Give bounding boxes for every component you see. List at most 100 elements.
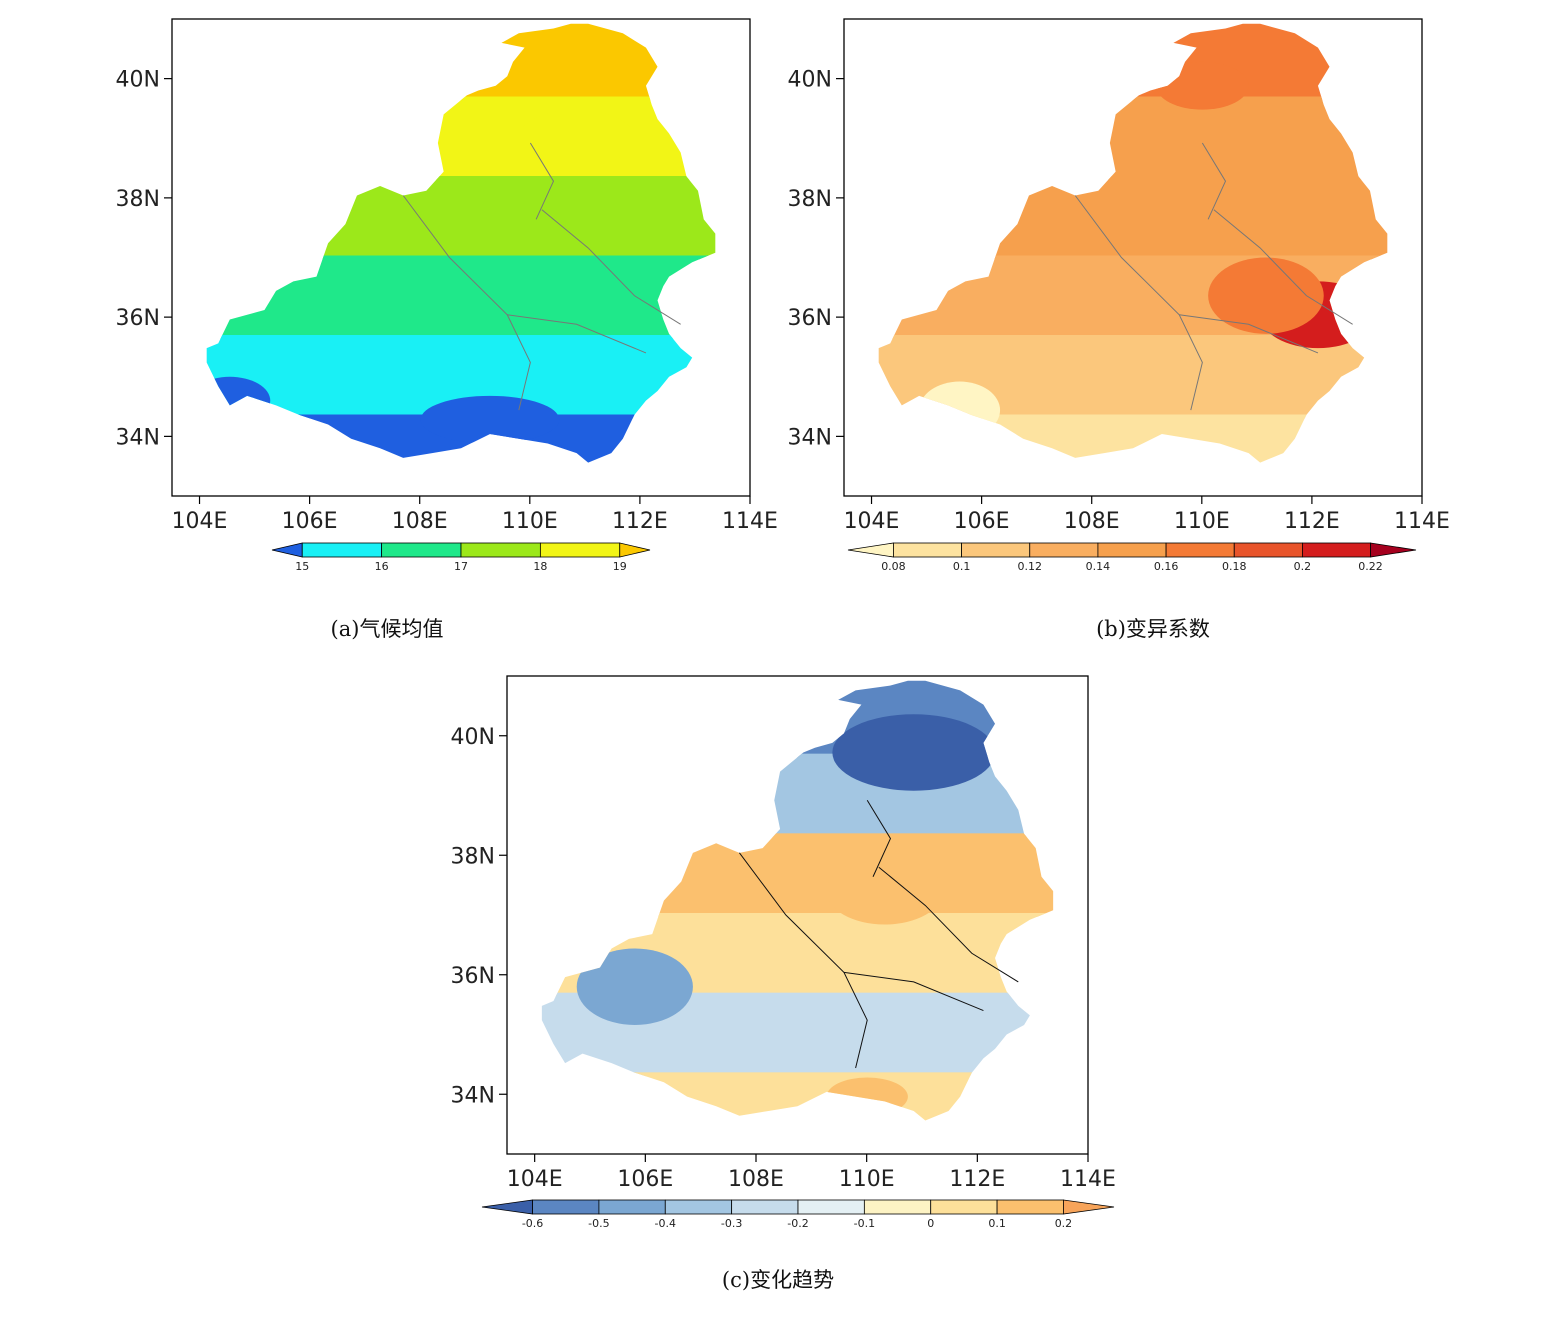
lat-tick-label: 38N [116, 187, 160, 212]
basin-boundary [529, 142, 555, 220]
map-fill-blob [826, 857, 943, 925]
lon-tick-label: 110E [1174, 509, 1230, 534]
map-fill-blob [518, 109, 635, 167]
colorbar-label: 0.2 [1055, 1217, 1073, 1230]
lat-tick-label: 40N [788, 68, 832, 93]
colorbar-segment [1097, 542, 1167, 558]
colorbar-label: 0.08 [881, 560, 906, 573]
lat-tick-label: 40N [116, 68, 160, 93]
colorbar-segment [930, 1199, 998, 1215]
basin-boundary [878, 866, 1019, 983]
colorbar: 15 16 17 18 19 [271, 542, 651, 573]
region-outline [542, 681, 1053, 1121]
lon-tick-label: 114E [1394, 509, 1450, 534]
colorbar-segment [381, 542, 462, 558]
lon-tick-label: 108E [1064, 509, 1120, 534]
colorbar-label: 18 [533, 560, 547, 573]
colorbar-min-arrow [847, 542, 894, 558]
region-outline [879, 24, 1388, 463]
colorbar-max-arrow [619, 542, 651, 558]
basin-boundary [1179, 314, 1319, 354]
colorbar-segment [1233, 542, 1303, 558]
colorbar-label: 16 [375, 560, 389, 573]
colorbar-label: -0.6 [522, 1217, 543, 1230]
lon-tick-label: 108E [728, 1167, 784, 1192]
lon-tick-label: 110E [502, 509, 558, 534]
colorbar-label: -0.4 [655, 1217, 676, 1230]
lon-tick-label: 112E [612, 509, 668, 534]
panel-caption: (c)变化趋势 [722, 1268, 834, 1292]
colorbar-segment [1302, 542, 1371, 558]
colorbar-label: 0.2 [1294, 560, 1312, 573]
lon-tick-label: 106E [282, 509, 338, 534]
colorbar-min-arrow [481, 1199, 533, 1215]
colorbar-label: 0 [927, 1217, 934, 1230]
colorbar-segment [664, 1199, 733, 1215]
lon-tick-label: 104E [507, 1167, 563, 1192]
colorbar: 0.08 0.1 0.12 0.14 0.16 0.18 0.2 0.22 [847, 542, 1417, 573]
map-fill-blob [1208, 257, 1324, 334]
lat-tick-label: 36N [788, 306, 832, 331]
colorbar-segment [532, 1199, 600, 1215]
colorbar-segment [893, 542, 963, 558]
map-fill-blob [832, 714, 996, 791]
colorbar-segment [996, 1199, 1064, 1215]
colorbar-label: 0.1 [953, 560, 971, 573]
colorbar-segment [301, 542, 383, 558]
colorbar-label: 0.16 [1154, 560, 1179, 573]
basin-boundary [843, 971, 984, 1012]
panel-caption: (a)气候均值 [331, 617, 444, 641]
basin-boundary [866, 800, 892, 877]
colorbar-segment [460, 542, 541, 558]
panel-c-trend-map: 40N 38N 36N 34N 104E 106E 108E 110E 112E 114E -0.6… [451, 675, 1116, 1292]
colorbar-label: 17 [454, 560, 468, 573]
colorbar-segment [598, 1199, 666, 1215]
colorbar-max-arrow [1063, 1199, 1115, 1215]
colorbar-label: -0.5 [588, 1217, 609, 1230]
lon-tick-label: 104E [844, 509, 900, 534]
lat-tick-label: 36N [451, 964, 495, 989]
map-fill-blob [420, 395, 560, 444]
colorbar-segment [1165, 542, 1235, 558]
basin-boundary [1213, 209, 1353, 325]
lat-tick-label: 34N [451, 1083, 495, 1108]
colorbar-segment [961, 542, 1031, 558]
colorbar-label: 0.1 [988, 1217, 1006, 1230]
colorbar-label: -0.3 [721, 1217, 742, 1230]
colorbar: -0.6 -0.5 -0.4 -0.3 -0.2 -0.1 0 0.1 0.2 [481, 1199, 1115, 1230]
panel-a-temperature-mean-map: 40N 38N 36N 34N 104E 106E 108E 110E 112E 114E 15 16… [116, 18, 778, 641]
lat-tick-label: 34N [116, 425, 160, 450]
lon-tick-label: 112E [949, 1167, 1005, 1192]
colorbar-segment [539, 542, 621, 558]
lat-tick-label: 34N [788, 425, 832, 450]
colorbar-label: -0.2 [787, 1217, 808, 1230]
colorbar-label: 15 [295, 560, 309, 573]
colorbar-label: 0.12 [1018, 560, 1043, 573]
colorbar-label: -0.1 [854, 1217, 875, 1230]
basin-boundary [541, 209, 681, 325]
lon-tick-label: 110E [839, 1167, 895, 1192]
lon-tick-label: 106E [617, 1167, 673, 1192]
panel-caption: (b)变异系数 [1096, 617, 1210, 641]
region-outline [207, 24, 716, 463]
colorbar-segment [1029, 542, 1099, 558]
lat-tick-label: 38N [451, 844, 495, 869]
colorbar-max-arrow [1370, 542, 1417, 558]
basin-boundary [507, 314, 647, 354]
lon-tick-label: 112E [1284, 509, 1340, 534]
colorbar-segment [731, 1199, 799, 1215]
colorbar-label: 0.14 [1086, 560, 1111, 573]
lon-tick-label: 108E [392, 509, 448, 534]
colorbar-label: 19 [613, 560, 627, 573]
colorbar-segment [863, 1199, 932, 1215]
map-fill-blob [576, 948, 693, 1025]
lat-tick-label: 40N [451, 725, 495, 750]
lat-tick-label: 38N [788, 187, 832, 212]
panel-b-variation-coefficient-map: 40N 38N 36N 34N 104E 106E 108E 110E 112E 114E 0.08… [788, 18, 1450, 641]
lat-tick-label: 36N [116, 306, 160, 331]
colorbar-label: 0.18 [1222, 560, 1247, 573]
colorbar-min-arrow [271, 542, 303, 558]
lon-tick-label: 104E [172, 509, 228, 534]
colorbar-label: 0.22 [1358, 560, 1383, 573]
